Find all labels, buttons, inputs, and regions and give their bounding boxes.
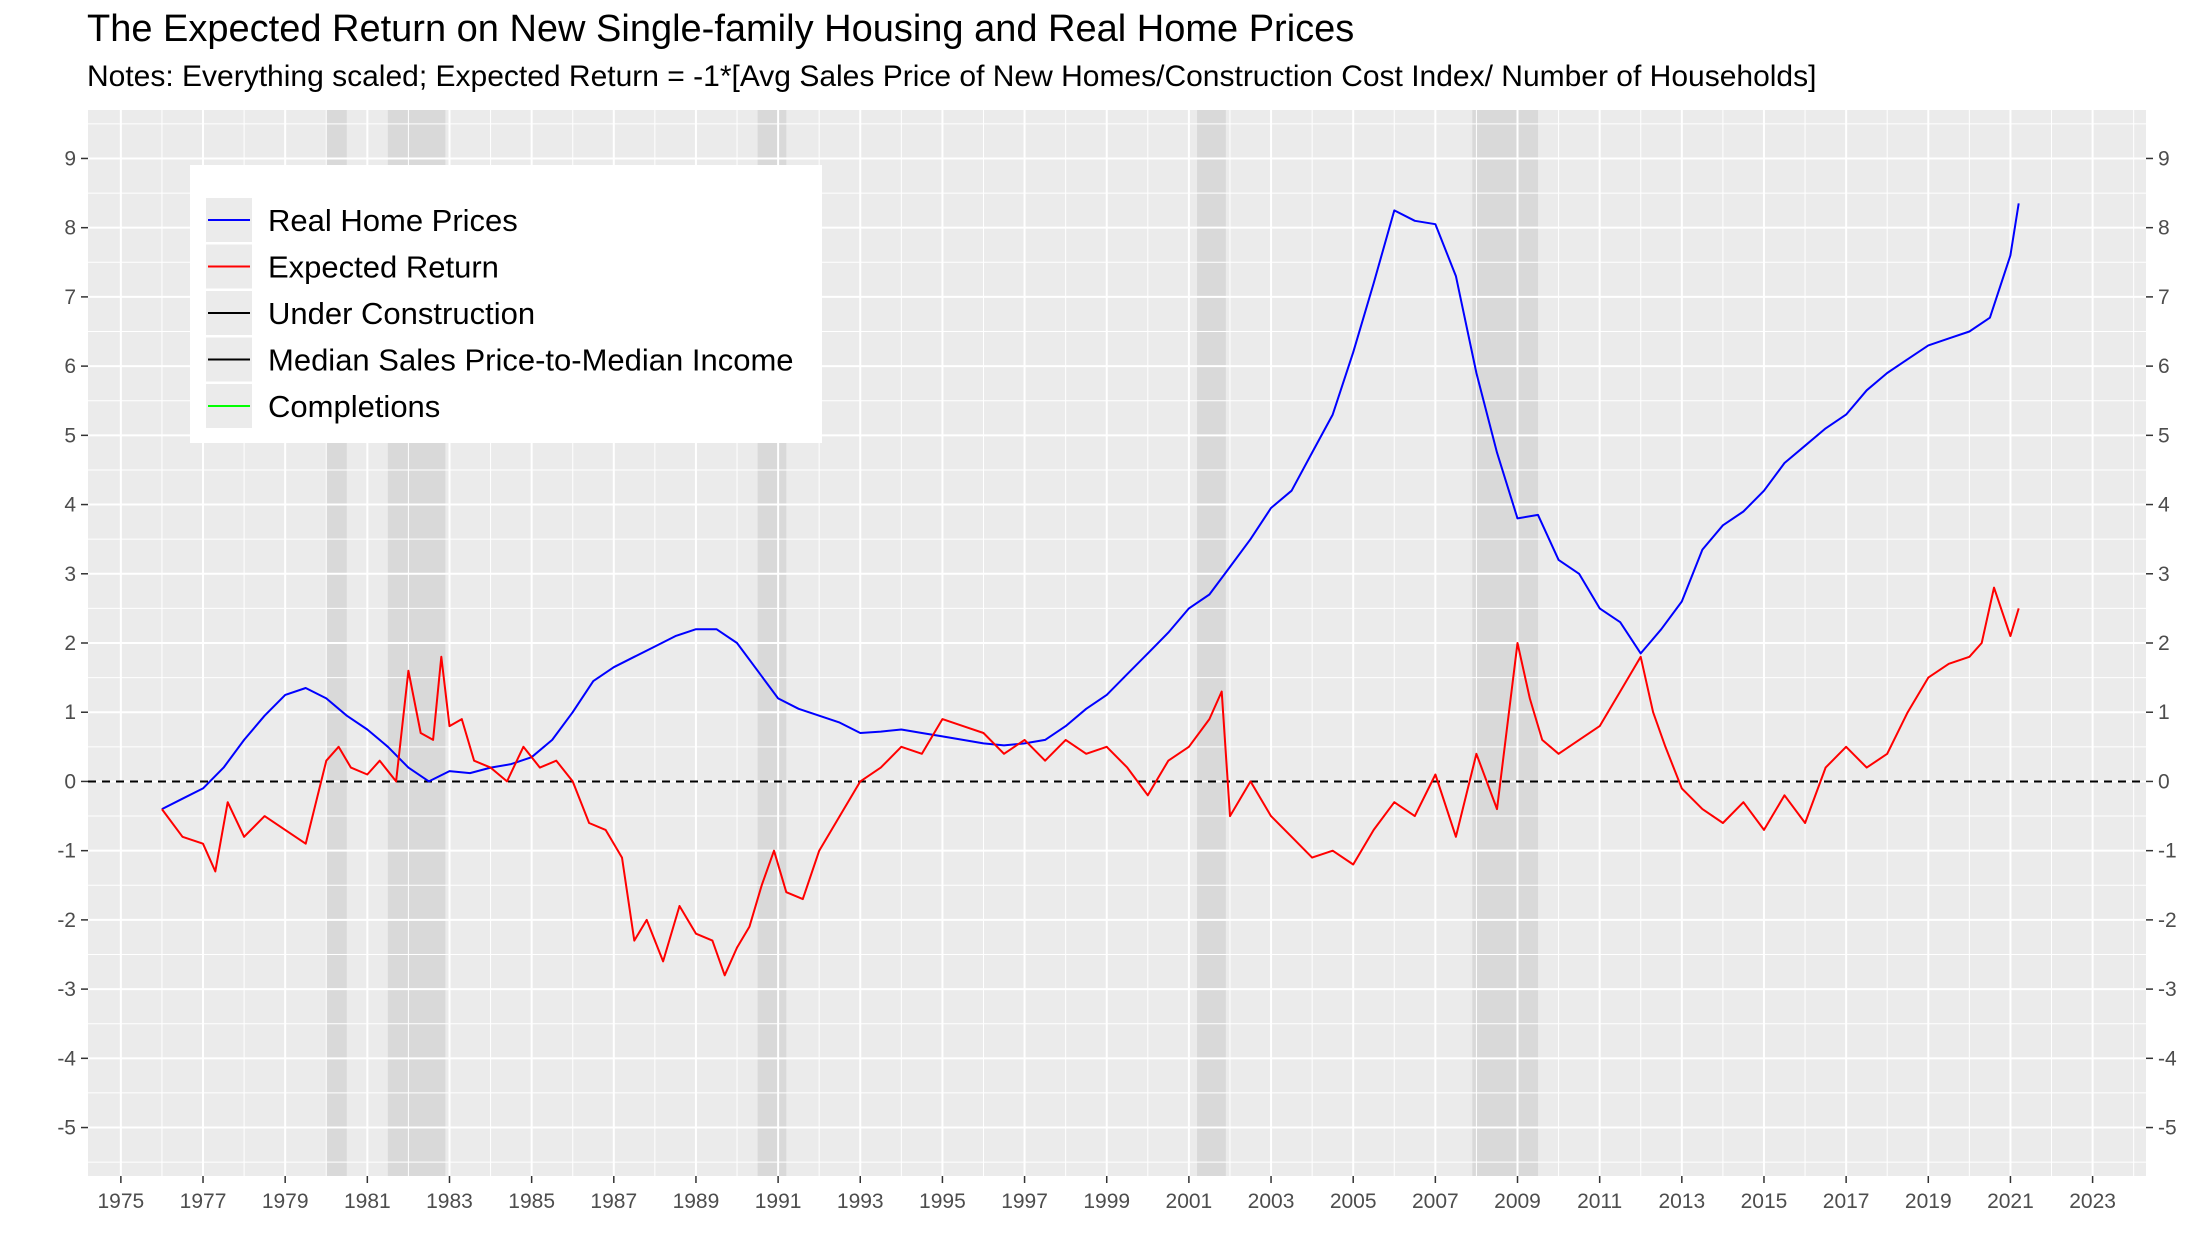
y-tick-label-right: 8 (2158, 217, 2170, 240)
y-tick-label-left: 0 (64, 770, 76, 793)
x-tick-label: 1999 (1083, 1190, 1130, 1213)
x-tick-label: 2023 (2069, 1190, 2116, 1213)
y-tick-label-left: 5 (64, 424, 76, 447)
legend-label: Completions (268, 389, 440, 424)
y-tick-label-right: -4 (2158, 1047, 2177, 1070)
x-tick-label: 1989 (673, 1190, 720, 1213)
y-tick-label-right: 4 (2158, 494, 2170, 517)
y-tick-label-left: 7 (64, 286, 76, 309)
y-tick-label-left: 2 (64, 632, 76, 655)
x-tick-label: 2003 (1248, 1190, 1295, 1213)
x-tick-label: 2017 (1823, 1190, 1870, 1213)
y-tick-label-right: 6 (2158, 355, 2170, 378)
x-tick-label: 2011 (1577, 1190, 1622, 1213)
x-tick-label: 2005 (1330, 1190, 1377, 1213)
x-tick-label: 1993 (837, 1190, 884, 1213)
x-tick-label: 2013 (1658, 1190, 1705, 1213)
y-tick-label-left: -4 (57, 1047, 76, 1070)
y-tick-label-right: 1 (2158, 701, 2170, 724)
series-lines (161, 203, 2020, 977)
y-tick-label-right: 5 (2158, 424, 2170, 447)
grid-major (88, 110, 2146, 1176)
chart-subtitle: Notes: Everything scaled; Expected Retur… (87, 60, 1817, 93)
y-tick-label-left: 3 (64, 563, 76, 586)
x-tick-label: 2001 (1166, 1190, 1213, 1213)
y-tick-label-left: 6 (64, 355, 76, 378)
legend-box (190, 165, 822, 443)
series-line-expected-return (161, 586, 2020, 977)
x-tick-label: 2009 (1494, 1190, 1541, 1213)
y-tick-label-left: 9 (64, 147, 76, 170)
x-tick-label: 1983 (426, 1190, 473, 1213)
x-tick-label: 1977 (180, 1190, 227, 1213)
y-tick-label-right: 3 (2158, 563, 2170, 586)
legend-label: Real Home Prices (268, 203, 518, 238)
x-tick-label: 2019 (1905, 1190, 1952, 1213)
y-tick-label-right: 2 (2158, 632, 2170, 655)
x-tick-label: 1995 (919, 1190, 966, 1213)
y-tick-label-right: 7 (2158, 286, 2170, 309)
y-tick-label-left: -5 (57, 1117, 76, 1140)
x-tick-label: 1981 (344, 1190, 391, 1213)
y-tick-label-right: 0 (2158, 770, 2170, 793)
x-tick-label: 2007 (1412, 1190, 1459, 1213)
y-tick-label-right: -1 (2158, 840, 2177, 863)
x-tick-label: 1975 (98, 1190, 145, 1213)
y-tick-label-left: -3 (57, 978, 76, 1001)
y-tick-label-left: 8 (64, 217, 76, 240)
x-tick-label: 1985 (508, 1190, 555, 1213)
legend-label: Expected Return (268, 250, 499, 285)
x-tick-label: 1987 (590, 1190, 637, 1213)
x-tick-label: 2021 (1987, 1190, 2034, 1213)
y-tick-label-left: -2 (57, 909, 76, 932)
y-tick-label-right: -5 (2158, 1117, 2177, 1140)
x-tick-label: 1991 (755, 1190, 802, 1213)
legend: Real Home Prices Expected Return Under Con… (190, 165, 822, 443)
y-tick-label-left: -1 (57, 840, 76, 863)
axes: 1975 1977 1979 1981 1983 1985 1987 1989 1991 1993… (57, 147, 2177, 1213)
x-tick-label: 2015 (1741, 1190, 1788, 1213)
x-tick-label: 1997 (1001, 1190, 1048, 1213)
y-tick-label-left: 4 (64, 494, 76, 517)
chart-title: The Expected Return on New Single-family… (87, 8, 1355, 50)
legend-label: Under Construction (268, 296, 535, 331)
series-line-real-home-prices (161, 203, 2020, 810)
x-tick-label: 1979 (262, 1190, 309, 1213)
y-tick-label-right: -3 (2158, 978, 2177, 1001)
y-tick-label-left: 1 (64, 701, 76, 724)
y-tick-label-right: 9 (2158, 147, 2170, 170)
legend-label: Median Sales Price-to-Median Income (268, 343, 794, 378)
y-tick-label-right: -2 (2158, 909, 2177, 932)
